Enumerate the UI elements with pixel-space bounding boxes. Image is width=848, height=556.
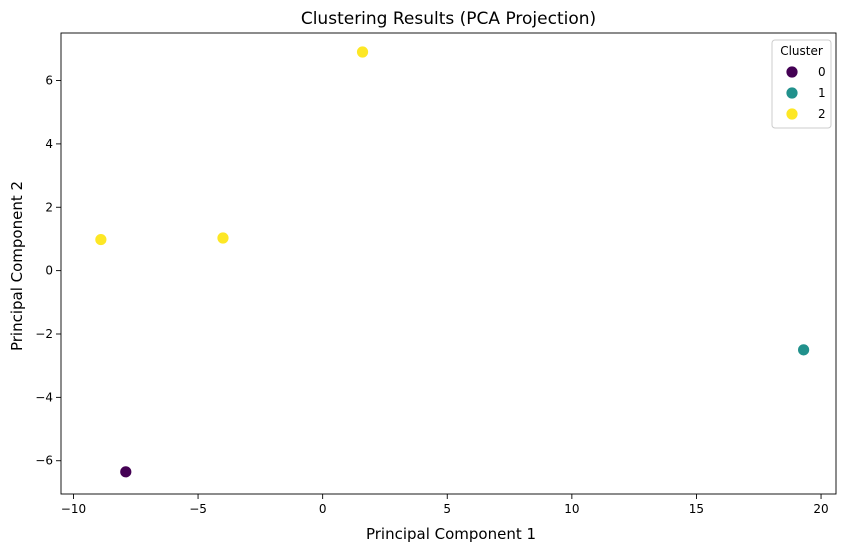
y-tick-label: 0 — [45, 264, 53, 278]
data-point-cluster-0 — [119, 465, 133, 479]
legend-marker-cluster-0 — [785, 65, 799, 79]
data-point-cluster-1 — [797, 343, 811, 357]
legend-label-cluster-2: 2 — [818, 107, 826, 121]
data-point-cluster-2 — [216, 231, 230, 245]
y-tick-label: 6 — [45, 74, 53, 88]
legend-label-cluster-1: 1 — [818, 86, 826, 100]
x-tick-label: 0 — [319, 502, 327, 516]
x-axis-title: Principal Component 1 — [366, 525, 536, 543]
x-tick-label: 10 — [564, 502, 579, 516]
x-tick-label: 15 — [689, 502, 704, 516]
legend-label-cluster-0: 0 — [818, 65, 826, 79]
y-tick-label: −6 — [35, 454, 53, 468]
x-tick-label: −5 — [189, 502, 207, 516]
legend-marker-cluster-1 — [785, 86, 799, 100]
data-point-cluster-2 — [356, 45, 369, 59]
legend-title: Cluster — [780, 44, 823, 58]
legend: Cluster 0 1 2 — [771, 39, 832, 129]
legend-box — [771, 39, 832, 129]
y-tick-label: 2 — [45, 200, 53, 214]
x-tick-label: −10 — [61, 502, 86, 516]
data-point-cluster-2 — [94, 233, 108, 246]
chart-title: Clustering Results (PCA Projection) — [301, 9, 596, 29]
plot-frame — [60, 32, 837, 495]
y-tick-label: −4 — [35, 390, 53, 404]
y-tick-label: −2 — [35, 327, 53, 341]
x-tick-label: 5 — [443, 502, 451, 516]
y-axis-title: Principal Component 2 — [8, 181, 26, 351]
legend-marker-cluster-2 — [785, 107, 799, 121]
x-tick-label: 20 — [813, 502, 828, 516]
y-tick-label: 4 — [45, 137, 53, 151]
